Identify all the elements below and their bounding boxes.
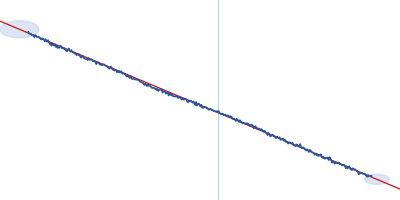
Ellipse shape (0, 21, 39, 38)
Ellipse shape (365, 174, 389, 184)
